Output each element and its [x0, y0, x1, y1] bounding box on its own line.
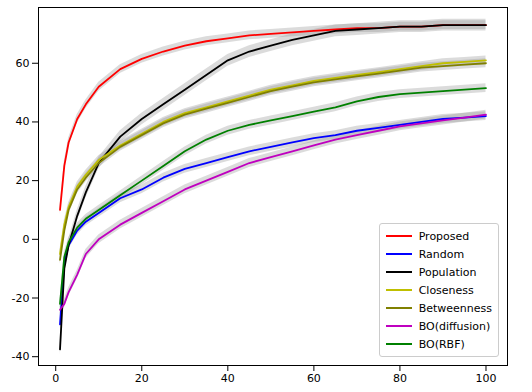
svg-text:40: 40: [16, 115, 30, 128]
html-text:BO(diffusion): BO(diffusion): [418, 319, 491, 333]
svg-text:60: 60: [16, 57, 30, 70]
svg-text:60: 60: [307, 372, 321, 385]
html-text:Population: Population: [418, 265, 477, 279]
svg-text:80: 80: [393, 372, 407, 385]
svg-text:-20: -20: [12, 292, 30, 305]
svg-text:20: 20: [135, 372, 149, 385]
svg-text:100: 100: [475, 372, 496, 385]
svg-text:-40: -40: [12, 350, 30, 363]
html-text:Proposed: Proposed: [418, 229, 470, 243]
svg-text:0: 0: [52, 372, 59, 385]
html-text:Random: Random: [418, 247, 465, 261]
html-text:Betweenness: Betweenness: [418, 301, 492, 315]
html-text:BO(RBF): BO(RBF): [418, 337, 465, 351]
svg-text:0: 0: [23, 233, 30, 246]
svg-text:40: 40: [221, 372, 235, 385]
html-text:Closeness: Closeness: [418, 283, 474, 297]
svg-text:20: 20: [16, 174, 30, 187]
